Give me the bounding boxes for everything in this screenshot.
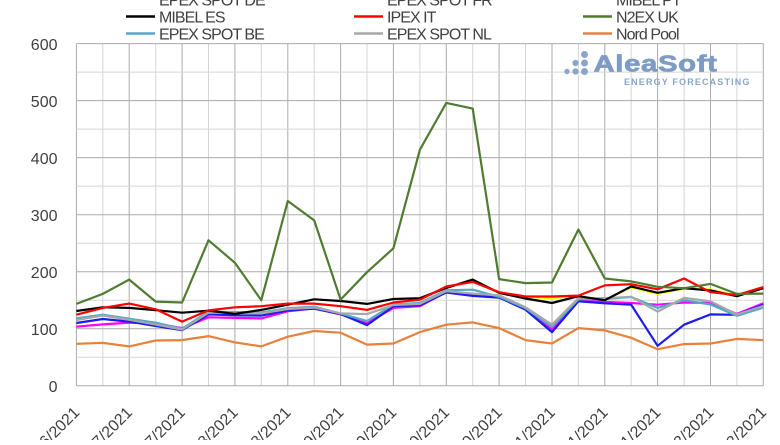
svg-text:AleaSoft: AleaSoft xyxy=(594,50,718,76)
svg-text:ENERGY FORECASTING: ENERGY FORECASTING xyxy=(624,77,751,87)
svg-text:Nord Pool: Nord Pool xyxy=(616,26,679,43)
svg-text:EPEX SPOT NL: EPEX SPOT NL xyxy=(387,26,492,43)
svg-text:N2EX UK: N2EX UK xyxy=(616,9,679,26)
svg-text:IPEX IT: IPEX IT xyxy=(387,9,437,26)
svg-text:200: 200 xyxy=(31,265,58,282)
svg-text:EPEX SPOT DE: EPEX SPOT DE xyxy=(159,0,265,9)
svg-text:600: 600 xyxy=(31,37,58,54)
svg-text:EPEX SPOT FR: EPEX SPOT FR xyxy=(387,0,492,9)
svg-text:MIBEL ES: MIBEL ES xyxy=(159,9,225,26)
svg-text:0: 0 xyxy=(49,379,58,396)
svg-text:MIBEL PT: MIBEL PT xyxy=(616,0,682,9)
svg-text:100: 100 xyxy=(31,322,58,339)
svg-text:300: 300 xyxy=(31,208,58,225)
svg-text:400: 400 xyxy=(31,151,58,168)
svg-text:EPEX SPOT BE: EPEX SPOT BE xyxy=(159,26,264,43)
svg-text:500: 500 xyxy=(31,94,58,111)
